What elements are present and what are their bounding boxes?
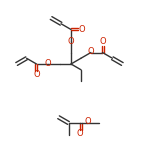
Text: O: O <box>77 129 83 138</box>
Text: O: O <box>88 47 94 56</box>
Text: O: O <box>45 58 51 68</box>
Text: O: O <box>78 25 85 34</box>
Text: O: O <box>68 36 74 45</box>
Text: O: O <box>99 38 106 46</box>
Text: O: O <box>33 70 40 79</box>
Text: O: O <box>85 117 91 126</box>
